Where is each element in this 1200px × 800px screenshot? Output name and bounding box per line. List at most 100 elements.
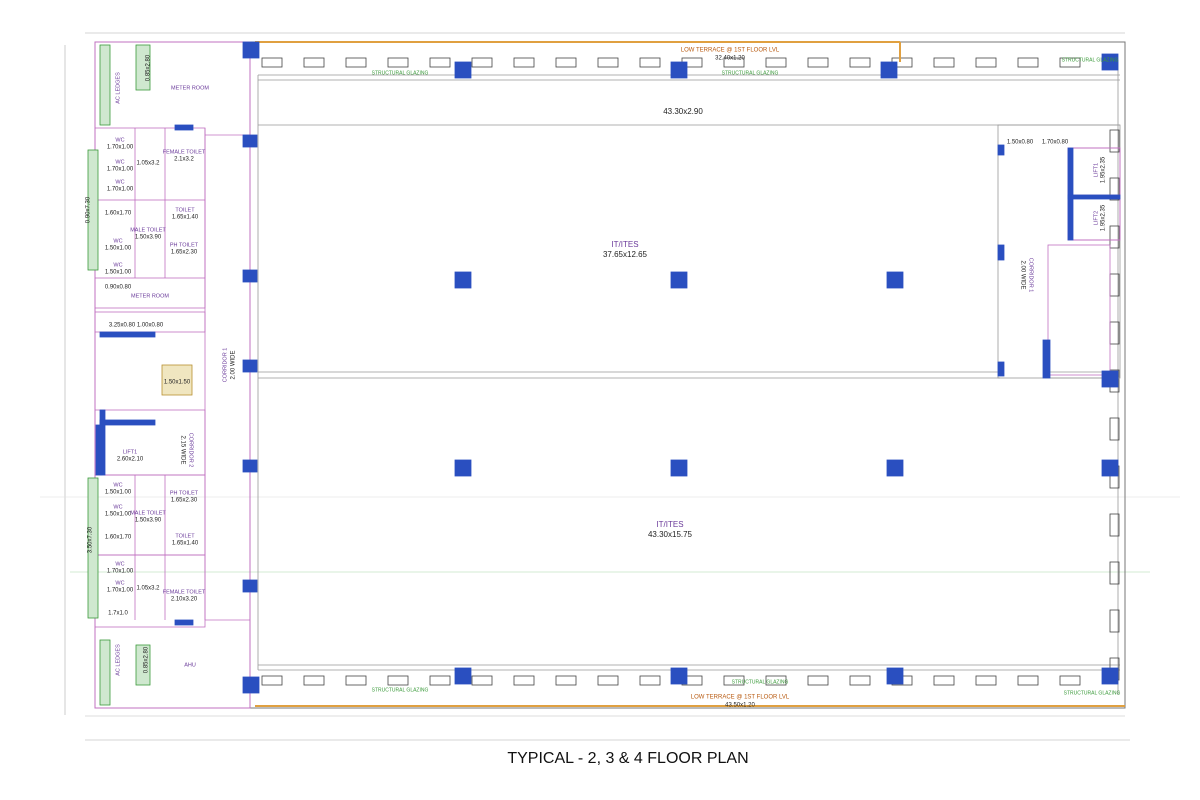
window — [723, 675, 745, 686]
room: MALE TOILET 1.50x3.90 — [130, 227, 166, 240]
terrace-label: LOW TERRACE @ 1ST FLOOR LVL — [681, 48, 780, 54]
room-name: WC — [113, 238, 122, 244]
room-name: PH TOILET — [170, 490, 199, 496]
room-name: MALE TOILET — [130, 227, 166, 233]
room: 1.60x1.70 — [105, 211, 132, 217]
room: 0.90x0.80 — [105, 285, 132, 291]
room: AC LEDGES — [115, 72, 121, 104]
room: AHU — [184, 662, 196, 668]
terrace-label: LOW TERRACE @ 1ST FLOOR LVL — [691, 695, 790, 701]
room-size: 1.50x1.00 — [105, 490, 132, 496]
ac-ledge — [99, 44, 111, 126]
glazing-label: STRUCTURAL GLAZING — [372, 70, 429, 76]
room-size: 1.65x2.30 — [171, 498, 198, 504]
room: 1.00x0.80 — [137, 323, 164, 329]
window — [975, 675, 997, 686]
zone-size: 43.30x2.90 — [663, 107, 703, 116]
wall-bar — [1067, 194, 1121, 200]
room: TOILET 1.65x1.40 — [172, 533, 199, 546]
column — [454, 667, 472, 685]
column — [670, 271, 688, 289]
room: WC 1.50x1.00 — [105, 262, 132, 275]
window — [1059, 675, 1081, 686]
room-name: METER ROOM — [171, 85, 209, 91]
room-size: 1.7x1.0 — [108, 611, 128, 617]
room-size: 1.65x1.40 — [172, 215, 199, 221]
wall-bar — [997, 361, 1005, 377]
room-size: 1.00x0.80 — [137, 323, 164, 329]
room-size: 1.60x1.70 — [105, 211, 132, 217]
room: LIFT2 1.95x2.35 — [1093, 204, 1106, 231]
column — [1101, 459, 1119, 477]
column — [454, 61, 472, 79]
shaft — [87, 477, 99, 619]
window — [345, 675, 367, 686]
window — [933, 675, 955, 686]
room-size: 1.65x2.30 — [171, 250, 198, 256]
room-size: 0.90x7.30 — [86, 196, 92, 223]
room-name: LIFT1 — [1093, 163, 1099, 177]
glazing-label: STRUCTURAL GLAZING — [732, 679, 789, 685]
room-size: 1.70x1.00 — [107, 588, 134, 594]
room: METER ROOM — [171, 85, 209, 91]
room: PH TOILET 1.65x2.30 — [170, 242, 199, 255]
window — [975, 57, 997, 68]
terrace-size: 43.50x1.20 — [725, 703, 755, 709]
room: WC 1.50x1.00 — [105, 504, 132, 517]
room-size: 1.05x3.2 — [136, 586, 160, 592]
window — [723, 57, 745, 68]
column — [886, 271, 904, 289]
room: 1.50x0.80 — [1007, 140, 1034, 146]
core-outline — [94, 41, 251, 709]
room-name: LIFT2 — [1093, 211, 1099, 225]
plan-title: TYPICAL - 2, 3 & 4 FLOOR PLAN — [507, 750, 748, 767]
room-size: 1.50x1.00 — [105, 270, 132, 276]
window — [597, 675, 619, 686]
corridor-name: CORRIDOR 2 — [188, 433, 194, 468]
room-size: 1.60x1.70 — [105, 535, 132, 541]
window — [849, 57, 871, 68]
room-size: 3.25x0.80 — [109, 323, 136, 329]
corridor-name: CORRIDOR 1 — [1028, 258, 1034, 293]
room-name: WC — [115, 137, 124, 143]
room-size: 1.50x3.90 — [135, 518, 162, 524]
room: FEMALE TOILET 2.10x3.20 — [163, 589, 206, 602]
room: 1.05x3.2 — [136, 586, 160, 592]
room-name: WC — [115, 580, 124, 586]
room: METER ROOM — [131, 293, 169, 299]
window — [807, 675, 829, 686]
room: 0.85x2.80 — [146, 54, 152, 81]
room-size: 2.60x2.10 — [117, 457, 144, 463]
wall-bar — [174, 124, 194, 131]
room: 0.90x7.30 — [86, 196, 92, 223]
window — [765, 675, 787, 686]
room-name: WC — [115, 561, 124, 567]
room-size: 0.90x0.80 — [105, 285, 132, 291]
window — [597, 57, 619, 68]
corridor-label: CORRIDOR 22.15 WIDE — [179, 433, 193, 468]
window — [933, 57, 955, 68]
room-name: MALE TOILET — [130, 510, 166, 516]
room-size: 2.10x3.20 — [171, 597, 198, 603]
window — [765, 57, 787, 68]
room-name: TOILET — [175, 533, 195, 539]
room-name: PH TOILET — [170, 242, 199, 248]
room: 1.7x1.0 — [108, 611, 128, 617]
room-size: 0.85x2.80 — [144, 646, 150, 673]
window — [387, 675, 409, 686]
column — [454, 459, 472, 477]
corridor-width: 2.15 WIDE — [179, 435, 185, 464]
room-name: WC — [113, 262, 122, 268]
zone-label: IT/ITES — [656, 520, 683, 529]
window — [807, 57, 829, 68]
window — [261, 57, 283, 68]
window — [639, 675, 661, 686]
room: WC 1.70x1.00 — [107, 159, 134, 172]
window — [303, 675, 325, 686]
room-size: 1.70x1.00 — [107, 167, 134, 173]
window — [1109, 561, 1120, 585]
column — [670, 61, 688, 79]
room: 0.85x2.80 — [144, 646, 150, 673]
room-size: 1.70x1.00 — [107, 145, 134, 151]
